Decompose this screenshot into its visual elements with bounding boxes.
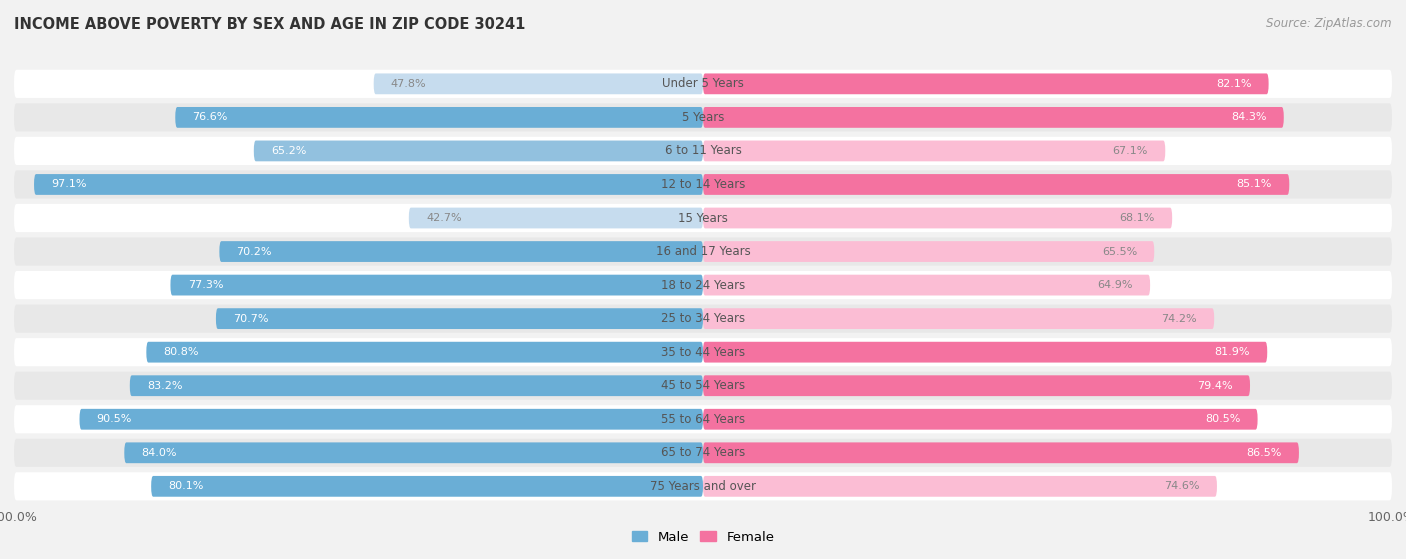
- FancyBboxPatch shape: [703, 476, 1218, 497]
- Text: 70.7%: 70.7%: [233, 314, 269, 324]
- FancyBboxPatch shape: [703, 308, 1215, 329]
- Text: 82.1%: 82.1%: [1216, 79, 1251, 89]
- FancyBboxPatch shape: [703, 241, 1154, 262]
- FancyBboxPatch shape: [703, 442, 1299, 463]
- FancyBboxPatch shape: [14, 305, 1392, 333]
- Text: 90.5%: 90.5%: [97, 414, 132, 424]
- FancyBboxPatch shape: [703, 409, 1257, 430]
- Text: 16 and 17 Years: 16 and 17 Years: [655, 245, 751, 258]
- Legend: Male, Female: Male, Female: [626, 525, 780, 549]
- Text: INCOME ABOVE POVERTY BY SEX AND AGE IN ZIP CODE 30241: INCOME ABOVE POVERTY BY SEX AND AGE IN Z…: [14, 17, 526, 32]
- FancyBboxPatch shape: [14, 137, 1392, 165]
- Text: 84.3%: 84.3%: [1232, 112, 1267, 122]
- Text: 65.5%: 65.5%: [1102, 247, 1137, 257]
- Text: 86.5%: 86.5%: [1246, 448, 1282, 458]
- FancyBboxPatch shape: [34, 174, 703, 195]
- FancyBboxPatch shape: [14, 238, 1392, 266]
- FancyBboxPatch shape: [146, 342, 703, 363]
- Text: 80.5%: 80.5%: [1205, 414, 1240, 424]
- Text: Under 5 Years: Under 5 Years: [662, 77, 744, 91]
- Text: 68.1%: 68.1%: [1119, 213, 1154, 223]
- FancyBboxPatch shape: [170, 274, 703, 296]
- FancyBboxPatch shape: [14, 372, 1392, 400]
- Text: 67.1%: 67.1%: [1112, 146, 1149, 156]
- Text: 70.2%: 70.2%: [236, 247, 273, 257]
- FancyBboxPatch shape: [80, 409, 703, 430]
- FancyBboxPatch shape: [703, 342, 1267, 363]
- Text: 15 Years: 15 Years: [678, 211, 728, 225]
- Text: 12 to 14 Years: 12 to 14 Years: [661, 178, 745, 191]
- FancyBboxPatch shape: [219, 241, 703, 262]
- Text: 55 to 64 Years: 55 to 64 Years: [661, 413, 745, 426]
- Text: 79.4%: 79.4%: [1197, 381, 1233, 391]
- FancyBboxPatch shape: [703, 207, 1173, 229]
- FancyBboxPatch shape: [409, 207, 703, 229]
- FancyBboxPatch shape: [703, 140, 1166, 162]
- FancyBboxPatch shape: [14, 439, 1392, 467]
- FancyBboxPatch shape: [703, 274, 1150, 296]
- Text: 81.9%: 81.9%: [1215, 347, 1250, 357]
- Text: 75 Years and over: 75 Years and over: [650, 480, 756, 493]
- FancyBboxPatch shape: [14, 405, 1392, 433]
- FancyBboxPatch shape: [14, 204, 1392, 232]
- FancyBboxPatch shape: [14, 338, 1392, 366]
- Text: 77.3%: 77.3%: [187, 280, 224, 290]
- Text: 35 to 44 Years: 35 to 44 Years: [661, 345, 745, 359]
- Text: 80.1%: 80.1%: [169, 481, 204, 491]
- Text: 25 to 34 Years: 25 to 34 Years: [661, 312, 745, 325]
- Text: 76.6%: 76.6%: [193, 112, 228, 122]
- FancyBboxPatch shape: [176, 107, 703, 128]
- Text: 83.2%: 83.2%: [148, 381, 183, 391]
- FancyBboxPatch shape: [14, 271, 1392, 299]
- FancyBboxPatch shape: [217, 308, 703, 329]
- Text: 5 Years: 5 Years: [682, 111, 724, 124]
- FancyBboxPatch shape: [703, 107, 1284, 128]
- Text: 42.7%: 42.7%: [426, 213, 461, 223]
- FancyBboxPatch shape: [124, 442, 703, 463]
- Text: 47.8%: 47.8%: [391, 79, 426, 89]
- Text: 74.2%: 74.2%: [1161, 314, 1197, 324]
- FancyBboxPatch shape: [14, 170, 1392, 198]
- Text: 65 to 74 Years: 65 to 74 Years: [661, 446, 745, 459]
- FancyBboxPatch shape: [374, 73, 703, 94]
- FancyBboxPatch shape: [14, 70, 1392, 98]
- FancyBboxPatch shape: [152, 476, 703, 497]
- Text: 85.1%: 85.1%: [1237, 179, 1272, 190]
- Text: 74.6%: 74.6%: [1164, 481, 1199, 491]
- FancyBboxPatch shape: [703, 375, 1250, 396]
- Text: 84.0%: 84.0%: [142, 448, 177, 458]
- Text: Source: ZipAtlas.com: Source: ZipAtlas.com: [1267, 17, 1392, 30]
- FancyBboxPatch shape: [703, 174, 1289, 195]
- Text: 97.1%: 97.1%: [51, 179, 87, 190]
- Text: 80.8%: 80.8%: [163, 347, 200, 357]
- FancyBboxPatch shape: [703, 73, 1268, 94]
- Text: 65.2%: 65.2%: [271, 146, 307, 156]
- FancyBboxPatch shape: [14, 103, 1392, 131]
- FancyBboxPatch shape: [14, 472, 1392, 500]
- Text: 6 to 11 Years: 6 to 11 Years: [665, 144, 741, 158]
- Text: 18 to 24 Years: 18 to 24 Years: [661, 278, 745, 292]
- Text: 64.9%: 64.9%: [1098, 280, 1133, 290]
- FancyBboxPatch shape: [254, 140, 703, 162]
- FancyBboxPatch shape: [129, 375, 703, 396]
- Text: 45 to 54 Years: 45 to 54 Years: [661, 379, 745, 392]
